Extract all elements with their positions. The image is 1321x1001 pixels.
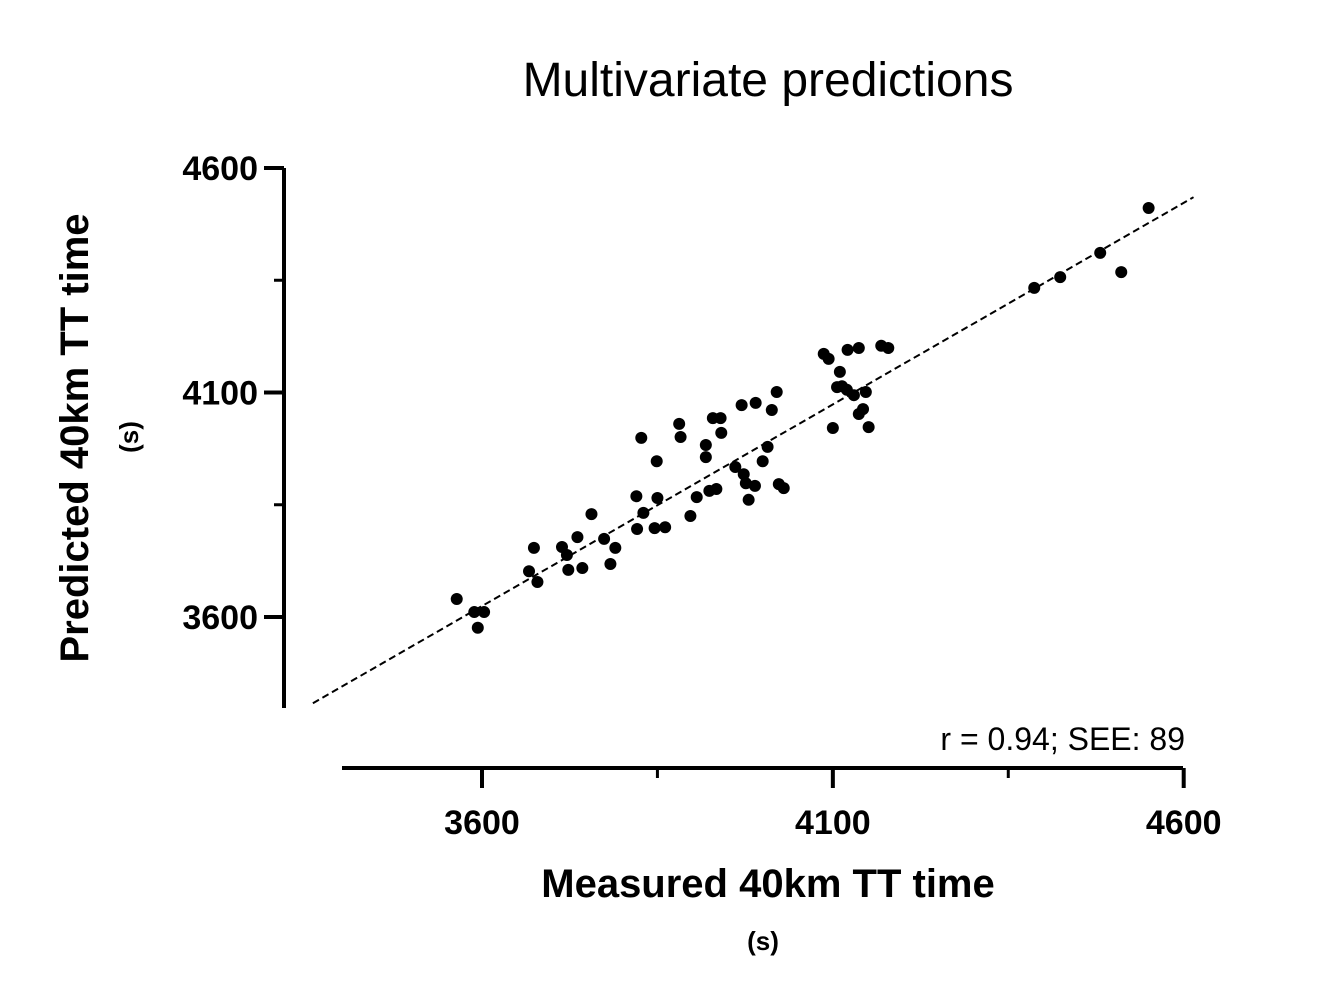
- data-point: [777, 482, 790, 495]
- data-point: [1142, 201, 1155, 214]
- data-point: [635, 431, 648, 444]
- data-point: [859, 386, 872, 399]
- data-point: [527, 541, 540, 554]
- x-tick-label: 4600: [1146, 804, 1222, 842]
- data-point: [715, 426, 728, 439]
- data-point: [523, 565, 536, 578]
- x-axis-label: Measured 40km TT time: [541, 862, 995, 906]
- chart-title: Multivariate predictions: [523, 54, 1014, 107]
- data-point: [560, 549, 573, 562]
- data-point: [1054, 271, 1067, 284]
- data-point: [1115, 266, 1128, 279]
- data-point: [1094, 246, 1107, 259]
- data-point: [1028, 281, 1041, 294]
- data-point: [576, 562, 589, 575]
- x-tick-label: 4100: [795, 804, 871, 842]
- data-point: [826, 421, 839, 434]
- data-point: [847, 389, 860, 402]
- data-point: [735, 399, 748, 412]
- data-point: [862, 421, 875, 434]
- data-point: [531, 575, 544, 588]
- data-point: [765, 404, 778, 417]
- stats-annotation: r = 0.94; SEE: 89: [940, 721, 1185, 757]
- data-point: [761, 440, 774, 453]
- data-point: [598, 532, 611, 545]
- data-point: [478, 606, 491, 619]
- data-point: [739, 477, 752, 490]
- data-point: [651, 492, 664, 505]
- y-tick-label: 3600: [182, 599, 258, 637]
- data-point: [604, 558, 617, 571]
- data-point: [648, 522, 661, 535]
- y-axis-unit: (s): [114, 421, 144, 453]
- data-point: [882, 342, 895, 355]
- data-point: [690, 491, 703, 504]
- data-point: [710, 483, 723, 496]
- data-point: [737, 468, 750, 481]
- y-tick-label: 4600: [182, 150, 258, 188]
- data-point: [571, 531, 584, 544]
- data-point: [471, 621, 484, 634]
- x-axis: [342, 766, 1186, 788]
- data-point: [674, 430, 687, 443]
- data-point: [729, 461, 742, 474]
- data-point: [585, 508, 598, 521]
- data-point: [833, 365, 846, 378]
- x-tick-label: 3600: [444, 804, 520, 842]
- data-point: [756, 455, 769, 468]
- data-point: [749, 396, 762, 409]
- data-point: [699, 451, 712, 464]
- data-point: [609, 541, 622, 554]
- data-point: [562, 563, 575, 576]
- y-axis: [264, 166, 286, 708]
- y-tick-label: 4100: [182, 375, 258, 413]
- data-point: [631, 522, 644, 535]
- data-point: [684, 509, 697, 522]
- data-point: [450, 593, 463, 606]
- data-point: [650, 455, 663, 468]
- data-point: [857, 403, 870, 416]
- data-point: [852, 342, 865, 355]
- data-point: [714, 412, 727, 425]
- data-point: [770, 386, 783, 399]
- data-point: [822, 352, 835, 365]
- data-point: [841, 343, 854, 356]
- data-point: [673, 417, 686, 430]
- data-points: [450, 201, 1155, 634]
- data-point: [659, 521, 672, 534]
- regression-line: [312, 196, 1195, 705]
- data-point: [468, 606, 481, 619]
- data-point: [699, 439, 712, 452]
- data-point: [637, 506, 650, 519]
- y-axis-label: Predicted 40km TT time: [53, 213, 97, 662]
- x-axis-unit: (s): [747, 926, 779, 956]
- data-point: [630, 490, 643, 503]
- data-point: [748, 479, 761, 492]
- data-point: [742, 493, 755, 506]
